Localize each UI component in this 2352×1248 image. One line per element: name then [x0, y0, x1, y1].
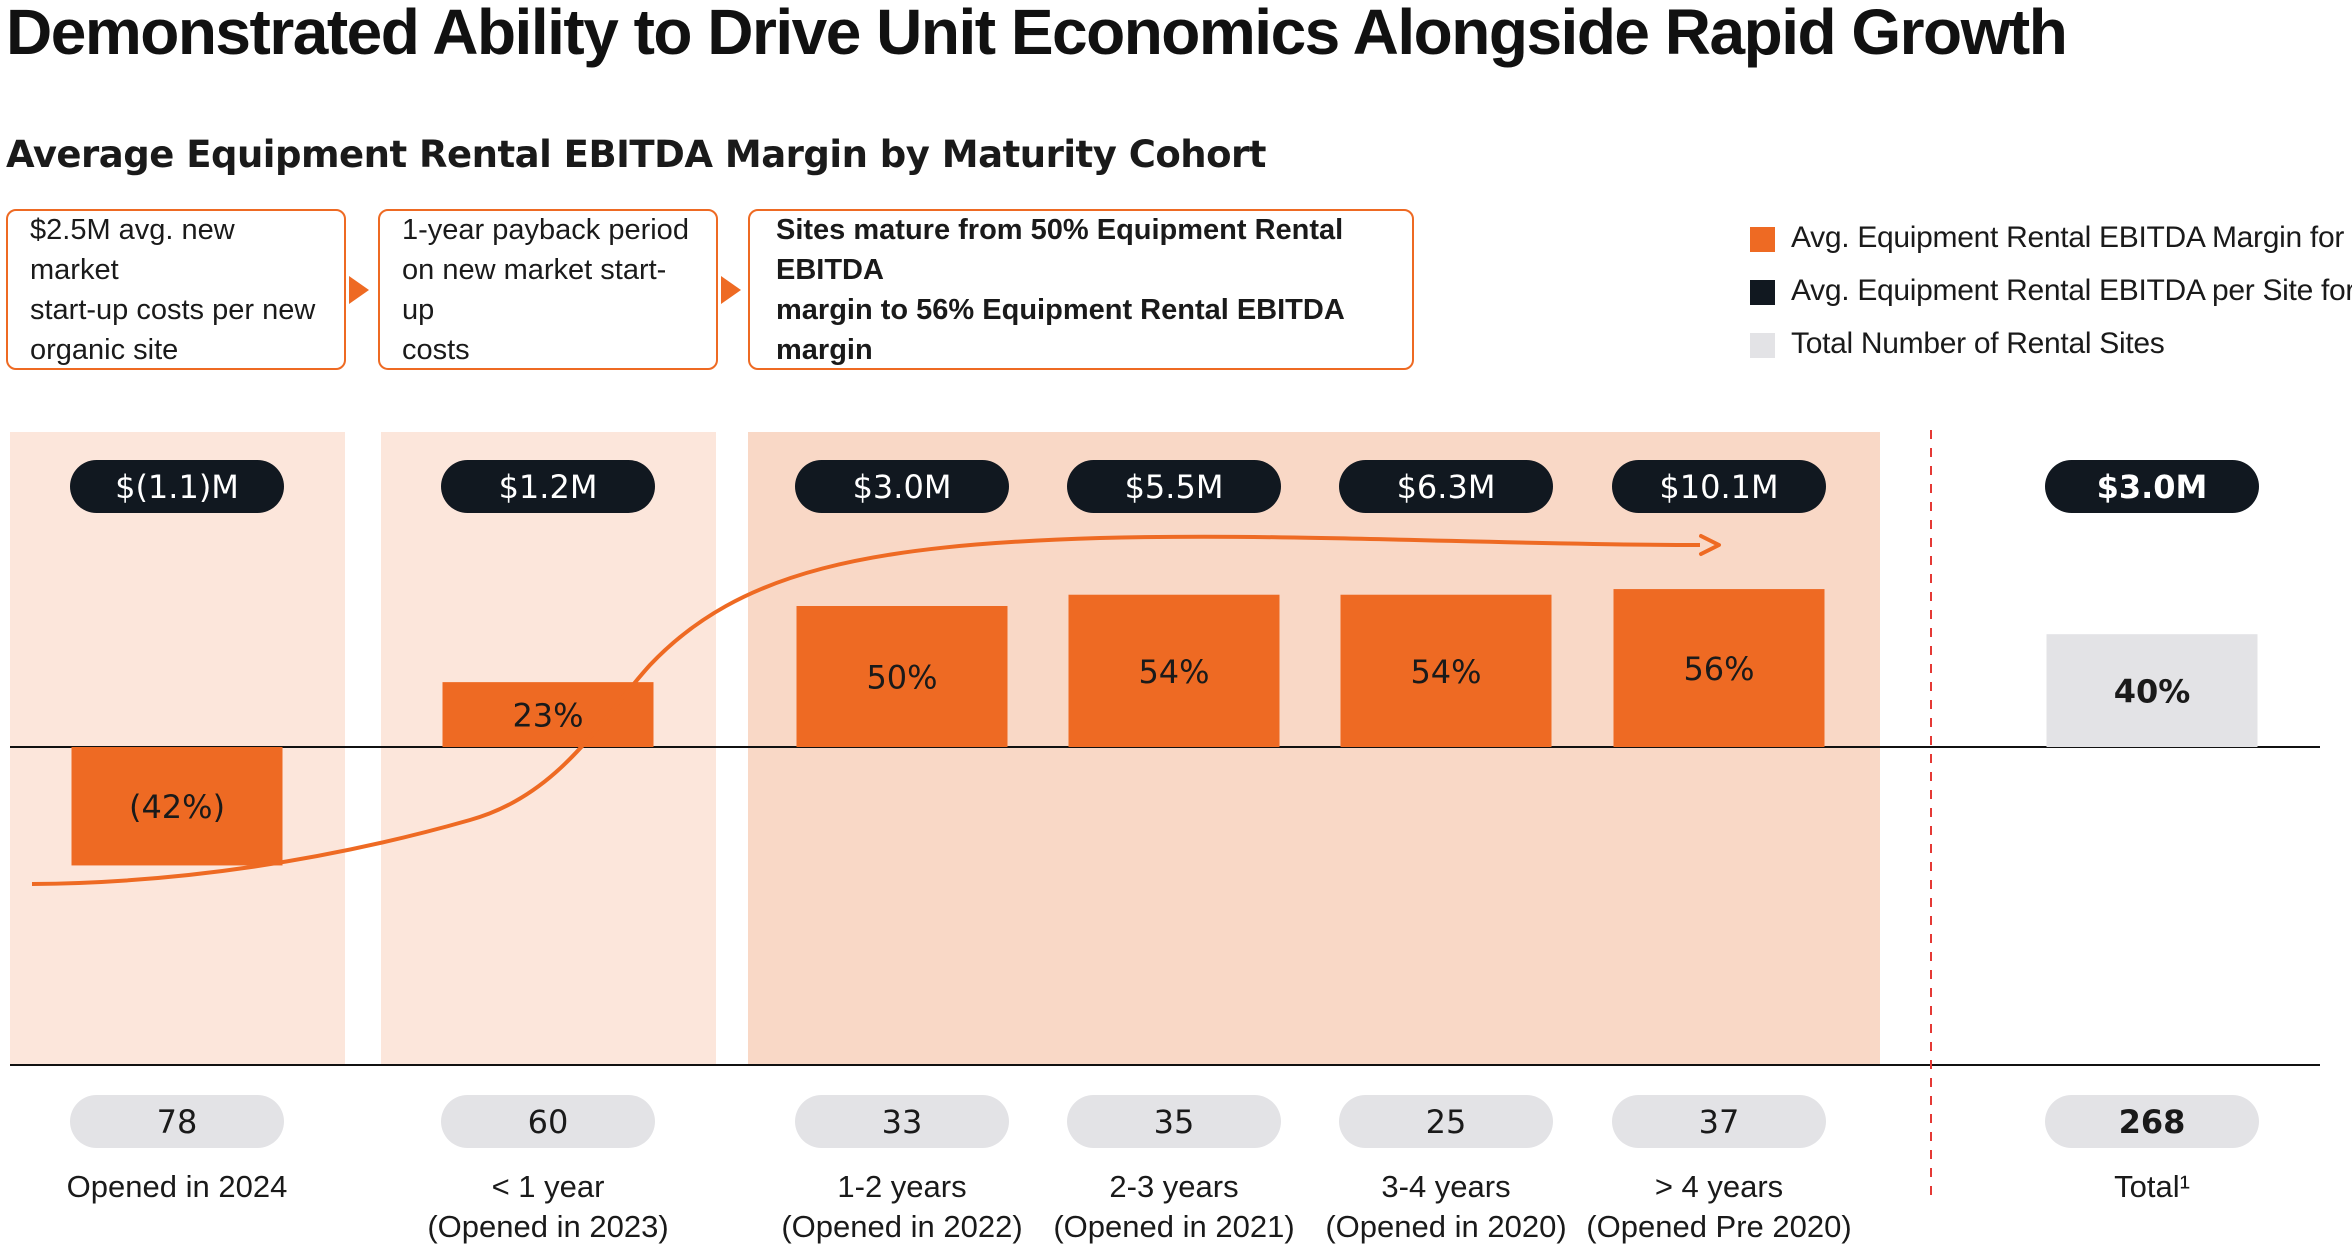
- category-sublabel: (Opened Pre 2020): [1586, 1209, 1851, 1244]
- category-sublabel: (Opened in 2020): [1325, 1209, 1566, 1244]
- ebitda-label: $6.3M: [1397, 468, 1496, 506]
- callout-line: 1-year payback period: [402, 213, 689, 246]
- margin-label: 54%: [1410, 653, 1481, 691]
- margin-bar: [71, 747, 283, 866]
- sites-label: 33: [882, 1103, 923, 1141]
- margin-label: 50%: [866, 659, 937, 697]
- callout-line: organic site: [30, 333, 179, 366]
- chart-subtitle: Average Equipment Rental EBITDA Margin b…: [6, 133, 1267, 176]
- ebitda-label: $3.0M: [853, 468, 952, 506]
- category-sublabel: (Opened in 2022): [781, 1209, 1022, 1244]
- callout-arrow-icon: [349, 276, 369, 304]
- sites-pill: [1612, 1095, 1826, 1148]
- legend-swatch: [1750, 333, 1775, 358]
- ebitda-pill: [1067, 460, 1281, 513]
- sites-label: 78: [157, 1103, 198, 1141]
- ebitda-label: $10.1M: [1659, 468, 1778, 506]
- margin-label: 54%: [1138, 653, 1209, 691]
- ebitda-label: $1.2M: [499, 468, 598, 506]
- callout-line: Sites mature from 50% Equipment Rental E…: [776, 213, 1344, 286]
- page-title: Demonstrated Ability to Drive Unit Econo…: [6, 0, 2068, 68]
- callout-line: margin to 56% Equipment Rental EBITDA ma…: [776, 293, 1344, 366]
- sites-label: 37: [1699, 1103, 1740, 1141]
- ebitda-pill: [795, 460, 1009, 513]
- category-label: < 1 year: [492, 1169, 605, 1204]
- sites-pill: [70, 1095, 284, 1148]
- callout-line: $2.5M avg. new market: [30, 213, 235, 286]
- legend-swatch: [1750, 227, 1775, 252]
- callout-line: costs: [402, 333, 470, 366]
- category-sublabel: (Opened in 2023): [427, 1209, 668, 1244]
- margin-label: (42%): [129, 788, 225, 826]
- category-label: Total¹: [2114, 1169, 2190, 1204]
- trend-arrow-icon: [1699, 534, 1721, 556]
- sites-label: 35: [1154, 1103, 1195, 1141]
- ebitda-pill: [441, 460, 655, 513]
- growth-trend-curve: [31, 534, 1701, 886]
- callout-startup-costs: $2.5M avg. new market start-up costs per…: [6, 209, 346, 370]
- margin-bar: [1340, 594, 1552, 747]
- callout-line: on new market start-up: [402, 253, 667, 326]
- margin-label: 40%: [2114, 673, 2191, 711]
- legend-label: Avg. Equipment Rental EBITDA Margin for …: [1791, 221, 2352, 254]
- legend-swatch: [1750, 280, 1775, 305]
- callout-payback-period: 1-year payback period on new market star…: [378, 209, 718, 370]
- margin-bar: [442, 682, 654, 747]
- margin-bar: [1068, 594, 1280, 747]
- sites-pill: [2045, 1095, 2259, 1148]
- legend-label: Avg. Equipment Rental EBITDA per Site fo…: [1791, 274, 2352, 307]
- category-label: Opened in 2024: [67, 1169, 288, 1204]
- category-label: 1-2 years: [837, 1169, 966, 1204]
- ebitda-pill: [2045, 460, 2259, 513]
- ebitda-pill: [1339, 460, 1553, 513]
- cohort-panel-payback: [381, 432, 716, 1065]
- ebitda-pill: [70, 460, 284, 513]
- sites-pill: [1067, 1095, 1281, 1148]
- callout-line: start-up costs per new: [30, 293, 316, 326]
- ebitda-label: $5.5M: [1125, 468, 1224, 506]
- ebitda-label: $(1.1)M: [115, 468, 239, 506]
- margin-label: 56%: [1683, 650, 1754, 688]
- margin-bar: [2046, 634, 2258, 747]
- sites-pill: [441, 1095, 655, 1148]
- margin-label: 23%: [512, 697, 583, 735]
- sites-label: 268: [2119, 1103, 2186, 1141]
- ebitda-pill: [1612, 460, 1826, 513]
- category-label: 2-3 years: [1109, 1169, 1238, 1204]
- ebitda-label: $3.0M: [2097, 468, 2208, 506]
- sites-pill: [795, 1095, 1009, 1148]
- category-label: > 4 years: [1655, 1169, 1783, 1204]
- legend-label: Total Number of Rental Sites: [1791, 327, 2165, 360]
- margin-bar: [796, 606, 1008, 747]
- category-sublabel: (Opened in 2021): [1053, 1209, 1294, 1244]
- margin-bar: [1613, 589, 1825, 747]
- callout-arrow-icon: [721, 276, 741, 304]
- cohort-panel-mature: [748, 432, 1880, 1065]
- sites-pill: [1339, 1095, 1553, 1148]
- category-label: 3-4 years: [1381, 1169, 1510, 1204]
- sites-label: 60: [528, 1103, 569, 1141]
- sites-label: 25: [1426, 1103, 1467, 1141]
- callout-site-maturity: Sites mature from 50% Equipment Rental E…: [748, 209, 1414, 370]
